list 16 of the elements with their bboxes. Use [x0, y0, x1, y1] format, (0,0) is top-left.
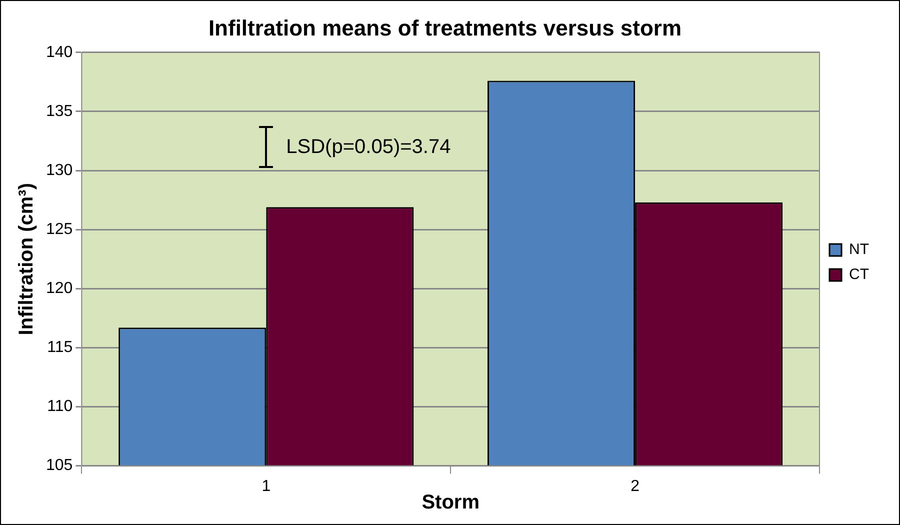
y-tick-label: 125 — [46, 220, 73, 238]
y-tick-label: 110 — [47, 398, 73, 416]
x-tick-label: 2 — [630, 478, 640, 495]
y-tick-label: 140 — [46, 44, 73, 61]
annotation: LSD(p=0.05)=3.74 — [286, 136, 451, 158]
x-axis-title: Storm — [422, 492, 480, 514]
chart-title: Infiltration means of treatments versus storm — [208, 15, 682, 40]
y-tick-label: 115 — [47, 339, 73, 356]
x-tick-label: 1 — [262, 478, 271, 495]
y-tick-label: 120 — [46, 280, 73, 298]
legend-label: CT — [849, 266, 870, 284]
y-tick-label: 135 — [46, 102, 73, 120]
y-axis-title: Infiltration (cm³) — [16, 182, 38, 336]
y-tick-label: 105 — [46, 457, 73, 474]
legend-label: NT — [849, 241, 870, 258]
y-tick-label: 130 — [46, 162, 73, 179]
